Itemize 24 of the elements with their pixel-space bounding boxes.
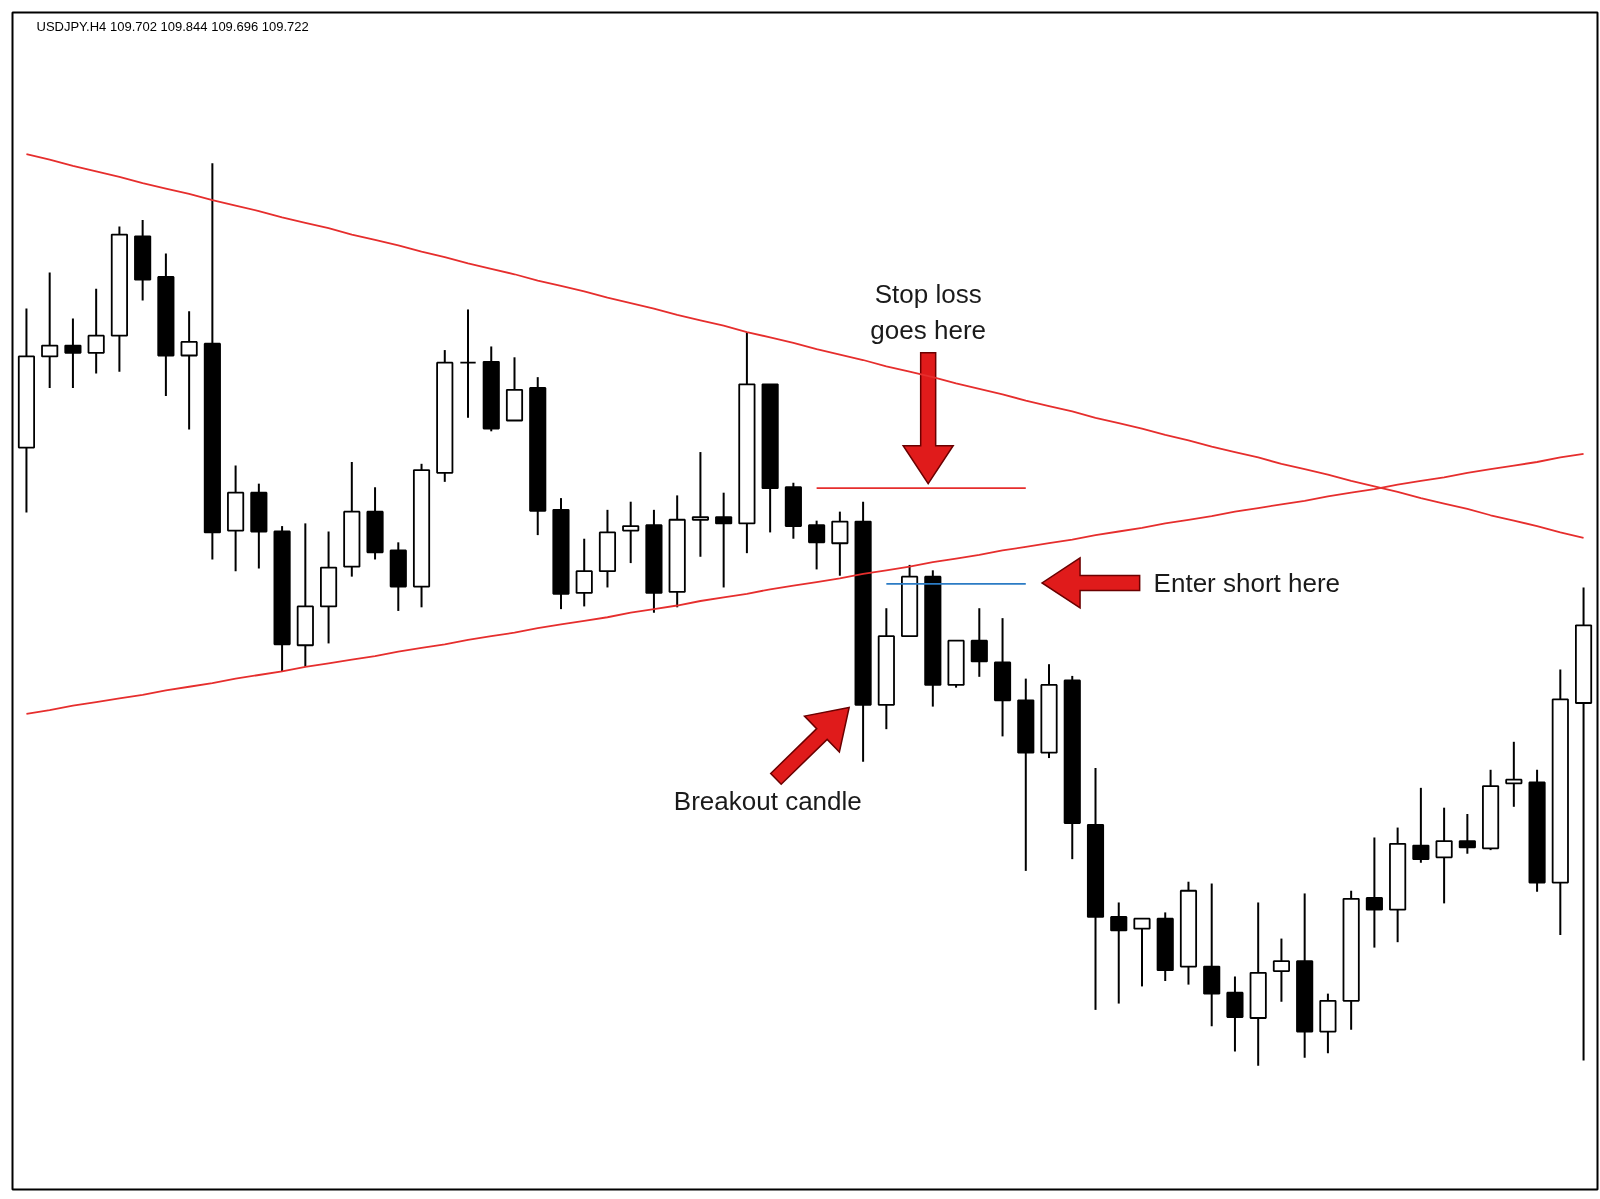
candlestick [1272, 937, 1290, 1003]
candlestick [1365, 836, 1383, 949]
candlestick [1435, 806, 1453, 905]
annotation: Stop loss goes here [870, 278, 987, 345]
candlestick [1110, 901, 1128, 1005]
candlestick [87, 287, 105, 375]
candlestick [459, 308, 477, 419]
candlestick [41, 271, 59, 389]
candlestick [715, 491, 733, 589]
candlestick [1412, 786, 1430, 864]
candlestick [1133, 917, 1151, 988]
candlestick [622, 500, 640, 565]
chart-title: USDJPY.H4 109.702 109.844 109.696 109.722 [36, 19, 309, 34]
candlestick [180, 310, 198, 431]
candlestick [970, 607, 988, 678]
candlestick [64, 317, 82, 389]
candlestick [691, 451, 709, 558]
annotation: Enter short here [1153, 567, 1341, 598]
annotation: Breakout candle [673, 786, 862, 817]
candlestick [808, 519, 826, 571]
candlestick [1458, 813, 1476, 855]
candlestick [831, 510, 849, 577]
candlestick [575, 537, 593, 608]
candlestick [1505, 740, 1523, 808]
